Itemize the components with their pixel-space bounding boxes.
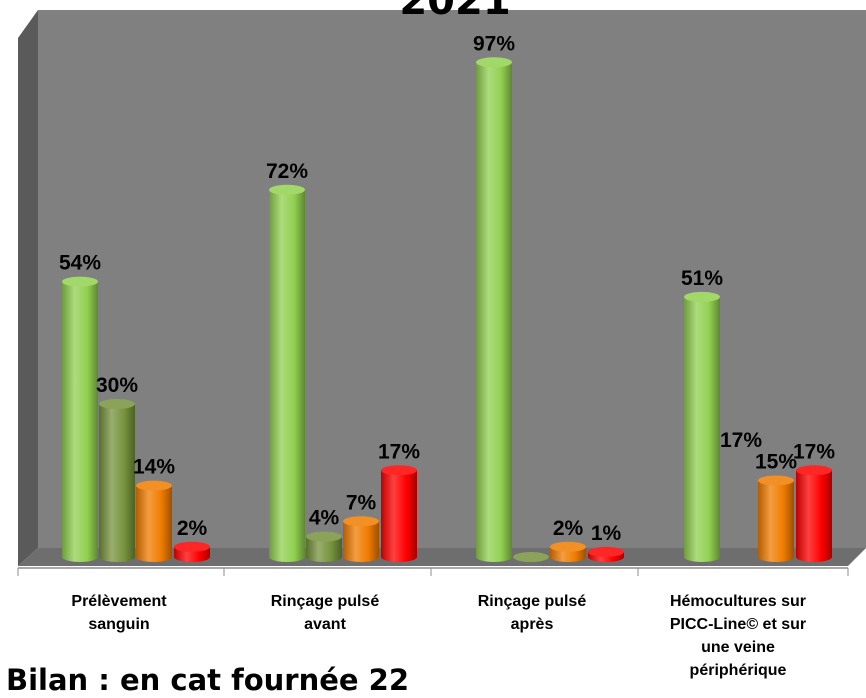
bar-body xyxy=(62,281,98,562)
bar-series-group xyxy=(62,57,832,563)
bar-body xyxy=(99,404,135,562)
category-labels-group: Prélèvement sanguin Rinçage pulsé avant Rinç… xyxy=(71,593,806,679)
bar-cap xyxy=(381,465,417,476)
bar-s4-c4 xyxy=(796,465,832,562)
value-label-s3-c3: 2% xyxy=(553,517,584,540)
value-label-s3-c1: 14% xyxy=(133,456,175,479)
value-labels-group: 54%30%14%2%72%4%7%17%97%2% 1%51%15%17% xyxy=(59,32,835,545)
bar-body xyxy=(343,521,379,562)
bar-s3-c2 xyxy=(343,516,379,562)
bar-cap xyxy=(99,399,135,409)
bar-body xyxy=(269,189,305,563)
bar-cap xyxy=(174,541,210,552)
value-label-s1-c4: 51% xyxy=(681,267,723,290)
value-label-s4-c3: 1% xyxy=(591,522,622,545)
bar-cap xyxy=(476,57,512,68)
bar-s2-c1 xyxy=(99,399,135,562)
bar-s3-c3 xyxy=(550,541,586,562)
chart-back-wall xyxy=(38,10,866,548)
extra-value-label: 17% xyxy=(720,429,762,452)
bar-body xyxy=(381,470,417,562)
bar-cap xyxy=(136,480,172,491)
bar-s1-c4 xyxy=(684,291,720,562)
bar-body xyxy=(476,62,512,563)
bar-s3-c4 xyxy=(758,475,794,562)
value-label-s1-c2: 72% xyxy=(266,160,308,183)
footer-text: Bilan : en cat fournée 22 xyxy=(6,663,409,697)
category-label-2: Rinçage pulsé avant xyxy=(271,593,380,633)
chart-side-wall xyxy=(18,10,38,566)
value-label-s1-c1: 54% xyxy=(59,252,101,275)
value-label-s2-c2: 4% xyxy=(309,507,340,530)
category-label-3: Rinçage pulsé après xyxy=(478,593,587,633)
x-axis-ticks xyxy=(17,568,849,576)
bar-s4-c2 xyxy=(381,465,417,562)
category-label-1: Prélèvement sanguin xyxy=(71,593,167,633)
bar-s4-c1 xyxy=(174,541,210,562)
bar-s1-c2 xyxy=(269,184,305,563)
category-label-4: Hémocultures sur PICC-Line© et sur une vei… xyxy=(670,593,806,679)
bar-cap xyxy=(588,546,624,557)
bar-cap xyxy=(343,516,379,527)
chart-title: 2021 xyxy=(399,0,510,24)
bar-cap xyxy=(62,276,98,287)
bar-cap xyxy=(306,531,342,542)
bar-body xyxy=(136,485,172,562)
value-label-s1-c3: 97% xyxy=(473,32,515,55)
bar-cap xyxy=(684,291,720,302)
bar-s4-c3 xyxy=(588,546,624,562)
bar-cap xyxy=(269,184,305,195)
value-label-s3-c2: 7% xyxy=(346,491,377,514)
value-label-s4-c2: 17% xyxy=(378,440,420,463)
bar-cap xyxy=(758,475,794,486)
bar-s2-c3 xyxy=(513,552,549,562)
value-label-s4-c4: 17% xyxy=(793,440,835,463)
bar-body xyxy=(684,296,720,562)
chart-floor xyxy=(18,548,866,566)
value-label-s4-c1: 2% xyxy=(177,517,208,540)
bar-body xyxy=(796,470,832,562)
bar-s1-c3 xyxy=(476,57,512,563)
bar-cap xyxy=(796,465,832,476)
bar-body xyxy=(306,536,342,562)
bar-s2-c2 xyxy=(306,531,342,562)
bar-s1-c1 xyxy=(62,276,98,562)
bar-cap xyxy=(513,552,549,562)
value-label-s2-c1: 30% xyxy=(96,374,138,397)
bar-cap xyxy=(550,541,586,552)
bar-body xyxy=(758,480,794,562)
value-label-s3-c4: 15% xyxy=(755,451,797,474)
bar-s3-c1 xyxy=(136,480,172,562)
